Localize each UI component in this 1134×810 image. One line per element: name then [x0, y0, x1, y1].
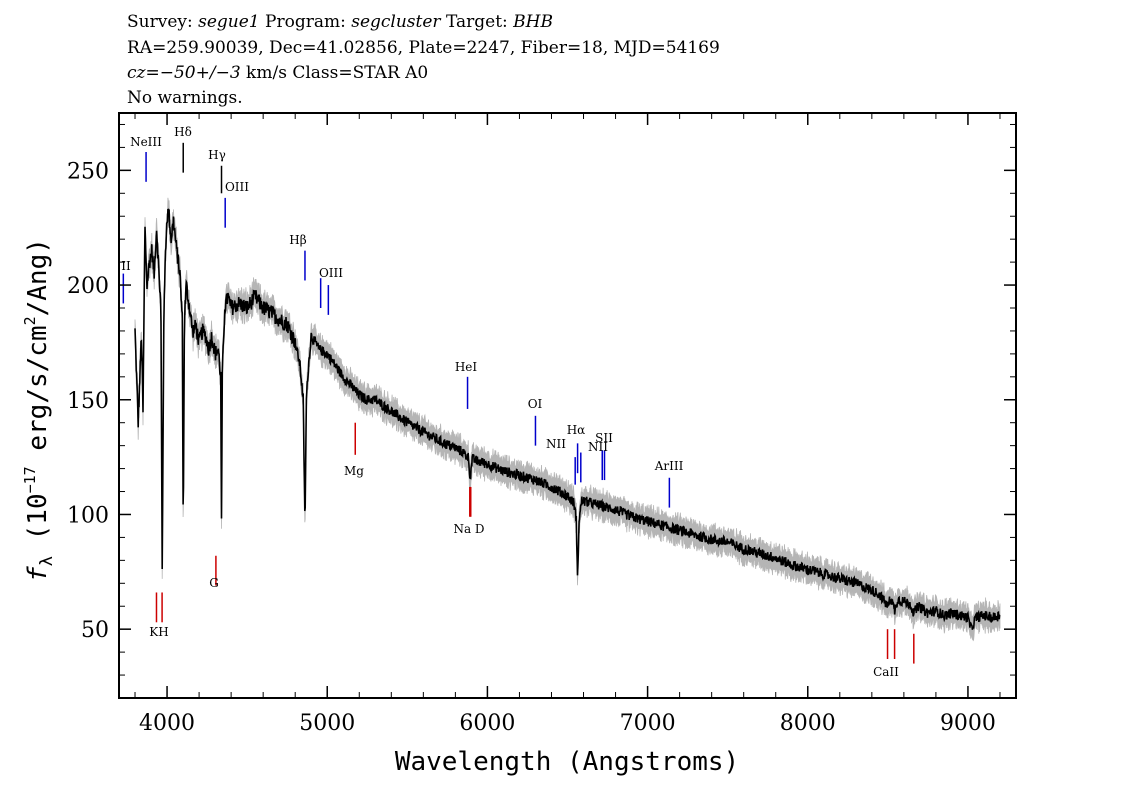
x-tick-label: 9000 — [940, 711, 996, 736]
absorption-label-caii: CaII — [873, 665, 899, 679]
survey-value: segue1 — [198, 12, 260, 32]
y-label-mid: erg/s/cm — [23, 325, 53, 466]
cz-value: −50+/−3 — [159, 63, 241, 83]
emission-label-oii: II — [121, 259, 131, 273]
ticks-layer: 4000 5000 6000 7000 8000 9000 50 100 150 200 250 — [67, 113, 1016, 736]
y-label-sub: λ — [37, 556, 57, 566]
absorption-label-nad: Na D — [453, 522, 484, 536]
emission-label-hei: HeI — [455, 360, 478, 374]
y-label-pre: (10 — [23, 493, 53, 556]
balmer-label-hgamma: Hγ — [208, 148, 226, 162]
emission-label-oi: OI — [528, 397, 543, 411]
plot-frame — [118, 112, 1017, 699]
x-tick-label: 4000 — [139, 711, 195, 736]
emission-label-ariii: ArIII — [654, 459, 684, 473]
program-value: segcluster — [351, 12, 441, 32]
emission-label-sii: SII — [595, 431, 613, 445]
absorption-label-g: G — [209, 576, 219, 590]
y-axis-label: fλ (10−17 erg/s/cm2/Ang) — [21, 238, 57, 582]
x-tick-label: 8000 — [780, 711, 836, 736]
x-tick-label: 7000 — [620, 711, 676, 736]
absorption-label-mg: Mg — [344, 464, 364, 478]
header-line-2: RA=259.90039, Dec=41.02856, Plate=2247, … — [127, 38, 720, 58]
header-line-4: No warnings. — [127, 88, 243, 108]
emission-label-nii-6548: NII — [546, 437, 566, 451]
y-label-exp: −17 — [21, 466, 39, 493]
emission-label-nii-6583: NII — [588, 440, 608, 454]
y-tick-label: 150 — [67, 389, 109, 414]
emission-label-hbeta: Hβ — [289, 233, 306, 247]
y-label-f: f — [23, 566, 53, 582]
target-value: BHB — [513, 12, 553, 32]
y-tick-label: 100 — [67, 503, 109, 528]
emission-label-oiii-4363: OIII — [225, 180, 249, 194]
survey-label: Survey: — [127, 12, 193, 32]
error-band-layer — [134, 197, 1001, 642]
y-label-exp2: 2 — [21, 316, 39, 325]
header-line-1: Survey: segue1 Program: segcluster Targe… — [127, 12, 553, 32]
y-tick-label: 250 — [67, 159, 109, 184]
balmer-label-hdelta: Hδ — [174, 125, 192, 139]
line-markers-layer: IINeIIIOIIIHβOIIIHeIOINIIHαNIISIIArIIIHδ… — [121, 125, 915, 679]
target-label: Target: — [445, 12, 508, 32]
x-tick-label: 6000 — [459, 711, 515, 736]
x-axis-label: Wavelength (Angstroms) — [395, 747, 739, 777]
spectrum-layer — [134, 208, 1001, 630]
error-band — [134, 197, 1001, 642]
spectrum-line — [134, 208, 1001, 630]
y-tick-label: 200 — [67, 274, 109, 299]
emission-label-oiii: OIII — [319, 266, 343, 280]
cz-rest: km/s Class=STAR A0 — [240, 63, 429, 83]
absorption-label-kh: KH — [149, 625, 168, 639]
emission-label-neiii: NeIII — [130, 135, 162, 149]
y-label-post: /Ang) — [23, 238, 53, 316]
emission-label-halpha: Hα — [567, 423, 586, 437]
cz-label: cz= — [127, 63, 160, 83]
x-tick-label: 5000 — [299, 711, 355, 736]
y-tick-label: 50 — [81, 618, 109, 643]
header-line-3: cz=−50+/−3 km/s Class=STAR A0 — [127, 63, 428, 83]
program-label: Program: — [265, 12, 346, 32]
